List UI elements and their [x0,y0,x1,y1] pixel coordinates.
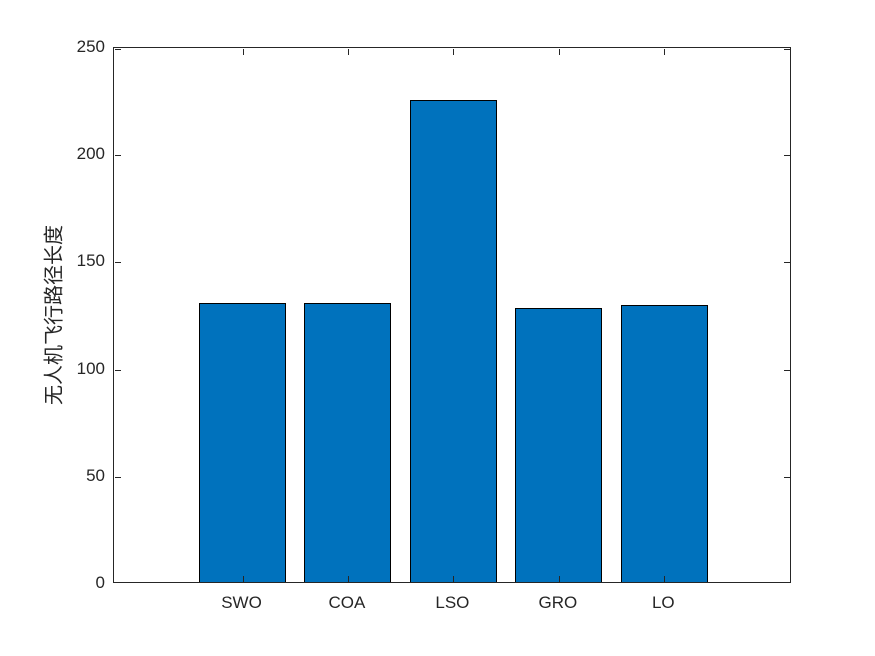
y-tick-mark-left [115,155,121,157]
x-tick-mark-bottom [664,576,666,582]
x-tick-label-gro: GRO [538,593,578,612]
y-tick-mark-right [784,582,790,583]
bar-lso [409,99,497,582]
y-tick-mark-right [784,262,790,264]
y-tick-mark-right [784,476,790,478]
x-tick-mark-top [242,49,244,55]
y-tick-mark-left [115,476,121,478]
x-tick-mark-top [347,49,349,55]
y-tick-label: 100 [76,358,105,378]
x-tick-mark-bottom [347,576,349,582]
x-tick-mark-bottom [558,576,560,582]
bar-lo [620,305,708,582]
y-tick-mark-right [784,49,790,50]
y-tick-mark-left [115,262,121,264]
x-tick-label-coa: COA [328,593,366,612]
y-tick-label: 200 [76,144,105,164]
x-tick-mark-bottom [453,576,455,582]
bar-swo [199,303,286,582]
x-tick-label-swo: SWO [221,593,262,612]
x-tick-label-lo: LO [651,593,675,612]
x-tick-mark-top [453,49,455,55]
x-tick-mark-top [558,49,560,55]
x-tick-label-lso: LSO [435,593,470,612]
plot-area [113,47,791,583]
y-tick-label: 150 [76,251,105,271]
x-tick-mark-bottom [242,576,244,582]
y-tick-label: 50 [86,465,105,485]
y-tick-mark-right [784,369,790,371]
y-tick-mark-left [115,49,121,50]
y-tick-label: 0 [95,573,105,592]
y-tick-mark-left [115,369,121,371]
y-tick-label: 250 [76,37,105,56]
bar-coa [304,303,392,582]
bar-gro [515,307,603,582]
x-tick-mark-top [664,49,666,55]
y-tick-mark-left [115,582,121,583]
y-tick-mark-right [784,155,790,157]
